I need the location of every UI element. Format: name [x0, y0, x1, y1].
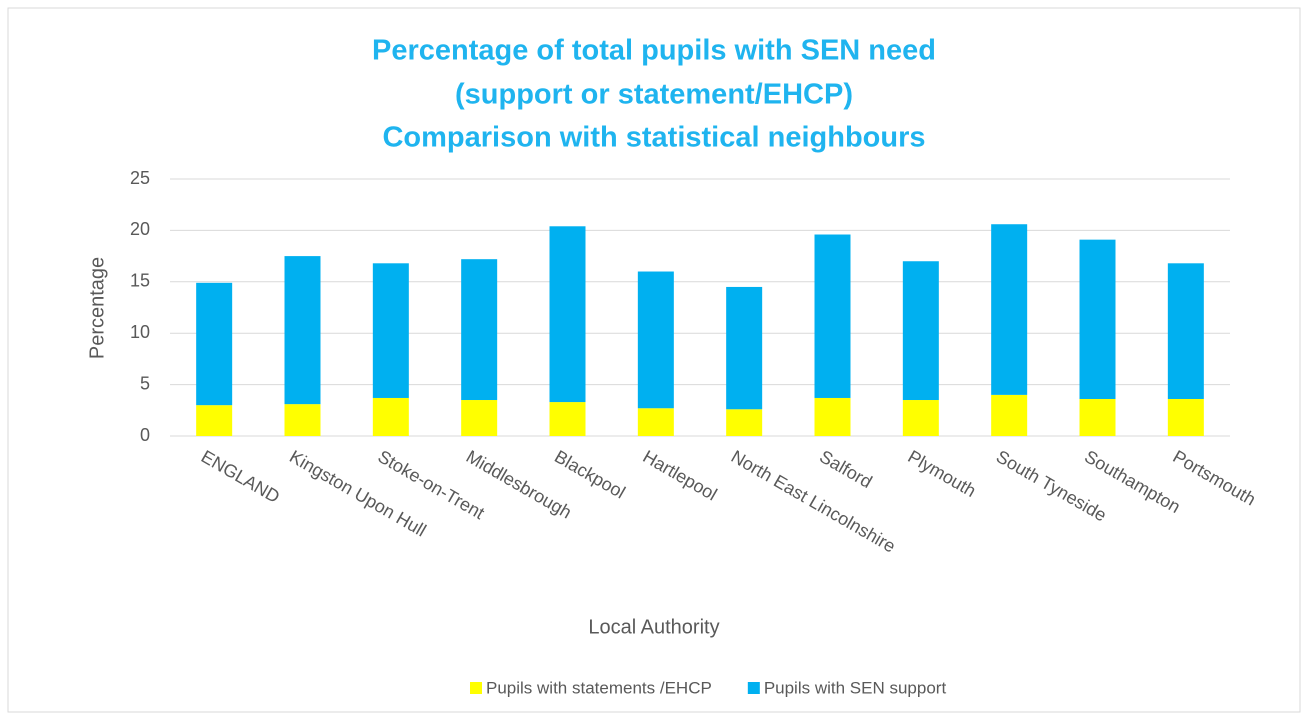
y-tick-label: 10	[130, 322, 150, 342]
bar-segment	[902, 400, 939, 436]
legend-label: Pupils with SEN support	[764, 678, 947, 697]
y-tick-label: 5	[140, 373, 150, 393]
chart-title: (support or statement/EHCP)	[455, 79, 853, 111]
bar-segment	[726, 409, 763, 436]
bar-segment	[1079, 398, 1116, 436]
legend-swatch	[747, 682, 760, 694]
bar-segment	[461, 259, 498, 401]
bar-segment	[1079, 239, 1116, 399]
bar-segment	[991, 224, 1028, 395]
chart-title: Comparison with statistical neighbours	[382, 122, 925, 154]
bar-segment	[726, 286, 763, 410]
legend-label: Pupils with statements /EHCP	[486, 678, 712, 697]
bar-segment	[1167, 398, 1204, 436]
bar-segment	[549, 226, 586, 403]
bar-segment	[637, 271, 674, 409]
bar-segment	[902, 261, 939, 401]
bar-segment	[284, 404, 321, 436]
bar-segment	[461, 400, 498, 436]
y-tick-label: 0	[140, 425, 150, 445]
bar-segment	[372, 263, 409, 398]
bar-segment	[196, 282, 233, 406]
bar-segment	[196, 405, 233, 436]
x-axis-title: Local Authority	[588, 616, 719, 638]
bar-segment	[372, 397, 409, 436]
bar-segment	[991, 394, 1028, 436]
chart-title: Percentage of total pupils with SEN need	[372, 35, 936, 67]
bar-segment	[1167, 263, 1204, 399]
bar-segment	[814, 234, 851, 398]
y-tick-label: 20	[130, 219, 150, 239]
legend-swatch	[470, 682, 482, 694]
y-tick-label: 15	[130, 271, 150, 291]
bar-segment	[549, 402, 586, 436]
y-axis-title: Percentage	[86, 257, 108, 359]
y-tick-label: 25	[130, 168, 150, 188]
bar-segment	[637, 408, 674, 436]
bar-segment	[284, 256, 321, 405]
bar-segment	[814, 397, 851, 436]
